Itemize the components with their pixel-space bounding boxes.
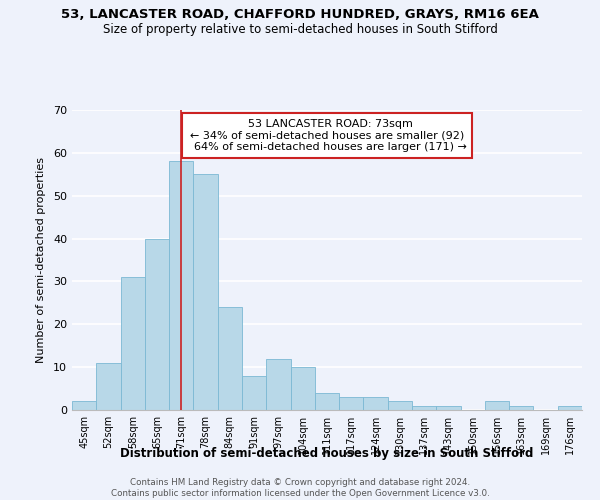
Bar <box>290 367 315 410</box>
Y-axis label: Number of semi-detached properties: Number of semi-detached properties <box>36 157 46 363</box>
Bar <box>558 406 582 410</box>
Bar <box>485 402 509 410</box>
Text: Contains HM Land Registry data © Crown copyright and database right 2024.
Contai: Contains HM Land Registry data © Crown c… <box>110 478 490 498</box>
Bar <box>193 174 218 410</box>
Text: 53, LANCASTER ROAD, CHAFFORD HUNDRED, GRAYS, RM16 6EA: 53, LANCASTER ROAD, CHAFFORD HUNDRED, GR… <box>61 8 539 20</box>
Bar <box>121 277 145 410</box>
Bar <box>266 358 290 410</box>
Bar <box>364 397 388 410</box>
Bar <box>315 393 339 410</box>
Bar <box>72 402 96 410</box>
Bar <box>145 238 169 410</box>
Bar <box>169 162 193 410</box>
Bar <box>509 406 533 410</box>
Text: Distribution of semi-detached houses by size in South Stifford: Distribution of semi-detached houses by … <box>121 448 533 460</box>
Bar <box>242 376 266 410</box>
Bar <box>412 406 436 410</box>
Bar <box>96 363 121 410</box>
Text: Size of property relative to semi-detached houses in South Stifford: Size of property relative to semi-detach… <box>103 22 497 36</box>
Bar <box>218 307 242 410</box>
Bar <box>388 402 412 410</box>
Text: 53 LANCASTER ROAD: 73sqm
← 34% of semi-detached houses are smaller (92)
  64% of: 53 LANCASTER ROAD: 73sqm ← 34% of semi-d… <box>187 119 467 152</box>
Bar <box>436 406 461 410</box>
Bar <box>339 397 364 410</box>
